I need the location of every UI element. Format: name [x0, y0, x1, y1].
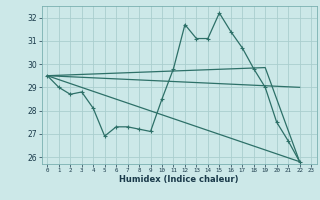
X-axis label: Humidex (Indice chaleur): Humidex (Indice chaleur) [119, 175, 239, 184]
